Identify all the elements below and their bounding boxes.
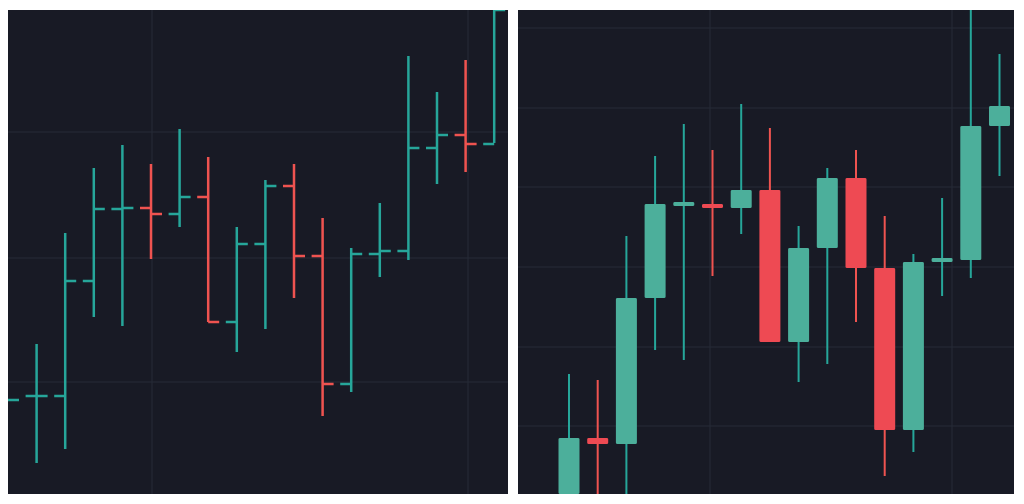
candlestick-chart-canvas[interactable] — [518, 10, 1014, 494]
candle[interactable] — [816, 168, 838, 364]
ohlc-bar[interactable] — [225, 227, 248, 352]
ohlc-bar[interactable] — [82, 168, 105, 317]
candle[interactable] — [931, 198, 953, 296]
candle-body — [845, 178, 867, 268]
candle[interactable] — [902, 254, 924, 452]
ohlc-bar[interactable] — [426, 92, 448, 184]
candle[interactable] — [644, 156, 666, 350]
candle[interactable] — [730, 104, 752, 234]
candle[interactable] — [558, 374, 580, 494]
grid — [8, 10, 508, 494]
candle-body — [759, 190, 781, 342]
ohlc-bar[interactable] — [454, 60, 477, 172]
ohlc-bar[interactable] — [140, 164, 162, 259]
candle-body — [615, 298, 637, 444]
candle[interactable] — [845, 150, 867, 322]
candle[interactable] — [874, 216, 896, 476]
ohlc-bar[interactable] — [111, 145, 134, 326]
candle-body — [558, 438, 580, 494]
candle-body — [816, 178, 838, 248]
candle[interactable] — [960, 10, 982, 278]
ohlc-bar[interactable] — [397, 56, 420, 260]
candle-body — [788, 248, 810, 342]
ohlc-bar[interactable] — [311, 218, 334, 416]
candle-body — [587, 438, 609, 444]
candle[interactable] — [759, 128, 781, 342]
candlestick-chart[interactable] — [518, 10, 1014, 494]
candle-body — [702, 204, 723, 208]
candle[interactable] — [788, 226, 810, 382]
candle-body — [960, 126, 982, 260]
candle-body — [902, 262, 924, 430]
candle-body — [673, 202, 695, 206]
candle[interactable] — [673, 124, 695, 360]
ohlc-bar[interactable] — [340, 248, 363, 392]
candle[interactable] — [989, 54, 1010, 176]
ohlc-bar[interactable] — [25, 344, 48, 463]
ohlc-bar[interactable] — [54, 233, 77, 449]
candle[interactable] — [587, 380, 609, 494]
ohlc-bar[interactable] — [283, 164, 305, 298]
candle-body — [874, 268, 896, 430]
ohlc-chart-canvas[interactable] — [8, 10, 508, 494]
candle[interactable] — [615, 236, 637, 494]
candle-body — [644, 204, 666, 298]
candle[interactable] — [702, 150, 723, 276]
candle-body — [730, 190, 752, 208]
candlestick-series — [558, 10, 1010, 494]
ohlc-bar[interactable] — [168, 129, 191, 227]
ohlc-bar[interactable] — [197, 157, 220, 324]
candle-body — [931, 258, 953, 262]
candle-body — [989, 106, 1010, 126]
ohlc-bar-chart[interactable] — [8, 10, 508, 494]
ohlc-series — [8, 10, 506, 463]
ohlc-bar[interactable] — [368, 203, 391, 277]
ohlc-bar[interactable] — [254, 180, 277, 329]
ohlc-bar[interactable] — [483, 10, 506, 146]
